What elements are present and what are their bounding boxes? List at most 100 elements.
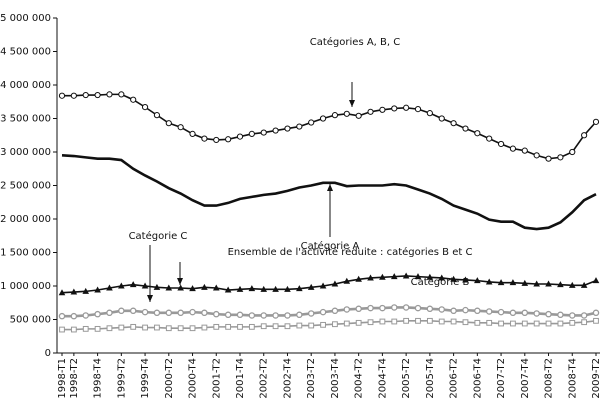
series-line xyxy=(61,275,597,294)
x-tick-label: 2008-T2 xyxy=(544,358,555,399)
x-tick-label: 2005-T2 xyxy=(401,358,412,399)
point xyxy=(426,317,433,324)
point xyxy=(141,308,149,316)
point xyxy=(355,275,362,282)
point xyxy=(189,285,196,292)
point xyxy=(260,323,267,330)
point xyxy=(486,135,493,142)
point xyxy=(106,325,113,332)
point xyxy=(462,319,469,326)
point xyxy=(438,306,445,313)
point xyxy=(224,311,232,319)
point xyxy=(236,311,244,319)
point xyxy=(593,317,599,324)
point xyxy=(343,320,350,327)
point xyxy=(533,320,540,327)
x-tick-label: 2007-T2 xyxy=(496,358,507,399)
point xyxy=(82,312,89,319)
arrow-head xyxy=(349,100,355,107)
point xyxy=(201,324,208,331)
point xyxy=(592,118,600,125)
series-line xyxy=(62,306,597,318)
point xyxy=(557,311,564,319)
point xyxy=(189,308,196,316)
point xyxy=(557,281,564,288)
point xyxy=(142,324,148,331)
point xyxy=(485,308,493,315)
point xyxy=(82,287,90,294)
point xyxy=(284,323,291,330)
point xyxy=(557,154,564,161)
point xyxy=(438,274,446,281)
point xyxy=(260,129,267,136)
point xyxy=(497,279,505,286)
point xyxy=(379,273,386,280)
point xyxy=(141,104,149,111)
point xyxy=(592,309,600,317)
point xyxy=(497,308,505,316)
x-tick-label: 1999-T4 xyxy=(140,358,151,399)
point xyxy=(426,273,434,280)
point xyxy=(225,136,232,143)
x-tick-label: 2001-T4 xyxy=(235,358,246,399)
point xyxy=(438,318,445,325)
point xyxy=(165,309,173,317)
point xyxy=(474,307,481,315)
x-tick-label: 2002-T2 xyxy=(259,358,270,399)
point xyxy=(248,285,256,292)
x-tick-label: 2004-T2 xyxy=(354,358,365,399)
x-tick-label: 2009-T2 xyxy=(591,358,601,399)
point xyxy=(94,310,101,318)
point xyxy=(130,323,137,330)
point xyxy=(450,275,457,282)
point xyxy=(189,130,196,138)
point xyxy=(557,320,564,327)
point xyxy=(212,284,220,291)
point xyxy=(224,286,232,293)
point xyxy=(379,106,386,113)
point xyxy=(129,307,137,315)
point xyxy=(165,120,172,127)
point xyxy=(82,91,89,99)
point xyxy=(319,115,327,122)
point xyxy=(319,308,327,316)
point xyxy=(521,320,528,327)
point xyxy=(106,91,113,98)
point xyxy=(581,319,588,326)
point xyxy=(403,104,410,111)
point xyxy=(296,123,303,130)
y-tick-label: 500 000 xyxy=(10,315,51,326)
point xyxy=(201,135,208,142)
point xyxy=(201,283,208,290)
point xyxy=(355,305,362,313)
point xyxy=(521,309,529,317)
point xyxy=(343,110,350,117)
point xyxy=(438,115,445,122)
x-tick-label: 2006-T4 xyxy=(472,358,483,399)
point xyxy=(308,322,315,329)
point xyxy=(533,310,540,317)
point xyxy=(213,323,220,330)
y-tick-label: 3 000 000 xyxy=(0,147,51,158)
point xyxy=(569,148,576,156)
annotation: Catégorie A xyxy=(301,240,360,252)
point xyxy=(59,326,65,333)
point xyxy=(391,105,398,112)
point xyxy=(367,108,374,115)
point xyxy=(213,136,220,144)
point xyxy=(497,140,505,148)
point xyxy=(580,312,588,319)
point xyxy=(284,125,291,132)
point xyxy=(390,273,398,280)
y-tick-label: 3 500 000 xyxy=(0,114,51,125)
point xyxy=(414,106,422,113)
x-tick-label: 2005-T4 xyxy=(425,358,436,399)
point xyxy=(248,312,256,319)
annotation: Catégorie B xyxy=(411,276,470,288)
point xyxy=(509,279,517,286)
point xyxy=(485,278,493,285)
series-line xyxy=(61,154,597,231)
point xyxy=(402,272,410,279)
point xyxy=(177,309,184,317)
